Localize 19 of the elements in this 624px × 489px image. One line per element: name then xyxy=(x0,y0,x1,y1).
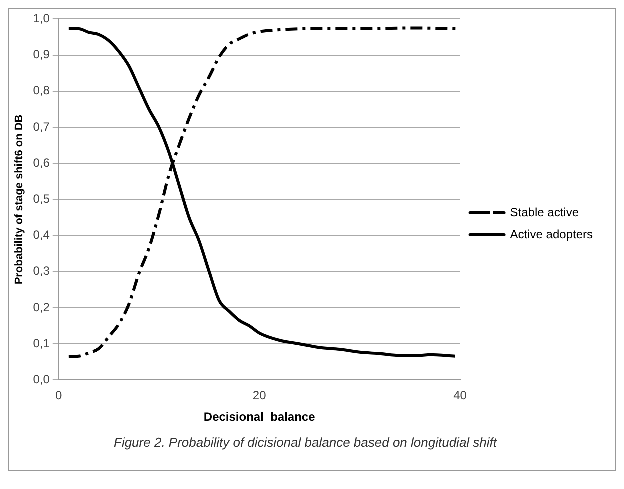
y-axis-title: Probability of stage shift6 on DB xyxy=(14,114,26,285)
x-tick-label: 20 xyxy=(252,388,267,403)
y-tick-label: 0,8 xyxy=(33,84,50,98)
caption: Figure 2. Probability of dicisional balance based on longitudial shift xyxy=(114,435,498,450)
x-tick-label: 40 xyxy=(454,388,468,403)
x-tick-label: 0 xyxy=(56,388,63,403)
y-tick-label: 0,9 xyxy=(33,48,50,62)
y-tick-label: 0,7 xyxy=(33,120,50,134)
y-tick-label: 0,4 xyxy=(33,228,50,242)
legend-label: Stable active xyxy=(510,205,580,220)
y-tick-label: 0,0 xyxy=(33,372,50,387)
y-tick-label: 0,2 xyxy=(33,300,50,314)
y-tick-label: 0,1 xyxy=(33,336,50,350)
y-tick-label: 0,6 xyxy=(33,156,50,170)
y-tick-label: 0,5 xyxy=(33,192,50,206)
y-tick-label: 0,3 xyxy=(33,264,50,278)
x-axis-title: Decisional balance xyxy=(204,410,316,424)
y-tick-label: 1,0 xyxy=(33,12,50,26)
legend-label: Active adopters xyxy=(510,227,594,242)
